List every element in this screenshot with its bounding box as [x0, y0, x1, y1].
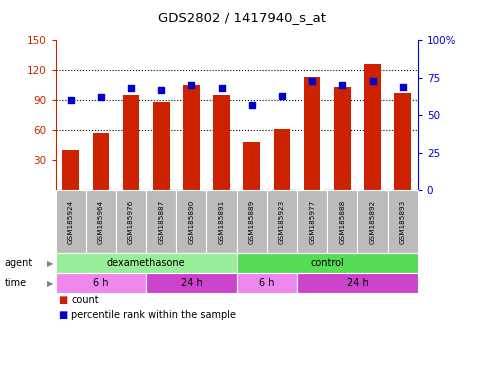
Bar	[274, 129, 290, 190]
Text: GSM185892: GSM185892	[369, 200, 375, 244]
Bar	[334, 87, 351, 190]
Text: GSM185964: GSM185964	[98, 200, 104, 244]
Text: 24 h: 24 h	[346, 278, 369, 288]
Text: GSM185923: GSM185923	[279, 200, 285, 244]
Bar	[153, 102, 170, 190]
Text: 24 h: 24 h	[181, 278, 202, 288]
Text: GSM185891: GSM185891	[219, 200, 225, 244]
Text: GSM185889: GSM185889	[249, 200, 255, 244]
Bar	[304, 77, 320, 190]
Text: GSM185888: GSM185888	[340, 200, 345, 244]
Text: agent: agent	[5, 258, 33, 268]
Text: ■: ■	[58, 295, 67, 305]
Text: 6 h: 6 h	[93, 278, 109, 288]
Point	[127, 85, 135, 91]
Text: ■: ■	[58, 310, 67, 320]
Text: control: control	[311, 258, 344, 268]
Bar	[243, 142, 260, 190]
Text: ▶: ▶	[47, 279, 53, 288]
Point	[187, 82, 195, 88]
Bar	[183, 85, 199, 190]
Point	[248, 102, 256, 108]
Text: GSM185890: GSM185890	[188, 200, 194, 244]
Bar	[213, 95, 230, 190]
Point	[369, 78, 376, 84]
Text: GSM185976: GSM185976	[128, 200, 134, 244]
Text: GSM185924: GSM185924	[68, 200, 73, 244]
Point	[339, 82, 346, 88]
Text: GDS2802 / 1417940_s_at: GDS2802 / 1417940_s_at	[157, 11, 326, 24]
Bar	[93, 133, 109, 190]
Bar	[123, 95, 139, 190]
Text: time: time	[5, 278, 27, 288]
Text: ▶: ▶	[47, 259, 53, 268]
Bar	[364, 64, 381, 190]
Text: dexamethasone: dexamethasone	[107, 258, 185, 268]
Point	[218, 85, 226, 91]
Text: GSM185893: GSM185893	[400, 200, 406, 244]
Text: 6 h: 6 h	[259, 278, 275, 288]
Point	[308, 78, 316, 84]
Point	[157, 87, 165, 93]
Text: count: count	[71, 295, 99, 305]
Text: percentile rank within the sample: percentile rank within the sample	[71, 310, 237, 320]
Bar	[395, 93, 411, 190]
Point	[97, 94, 105, 100]
Point	[67, 97, 74, 103]
Point	[278, 93, 286, 99]
Text: GSM185887: GSM185887	[158, 200, 164, 244]
Point	[399, 84, 407, 90]
Bar	[62, 150, 79, 190]
Text: GSM185977: GSM185977	[309, 200, 315, 244]
